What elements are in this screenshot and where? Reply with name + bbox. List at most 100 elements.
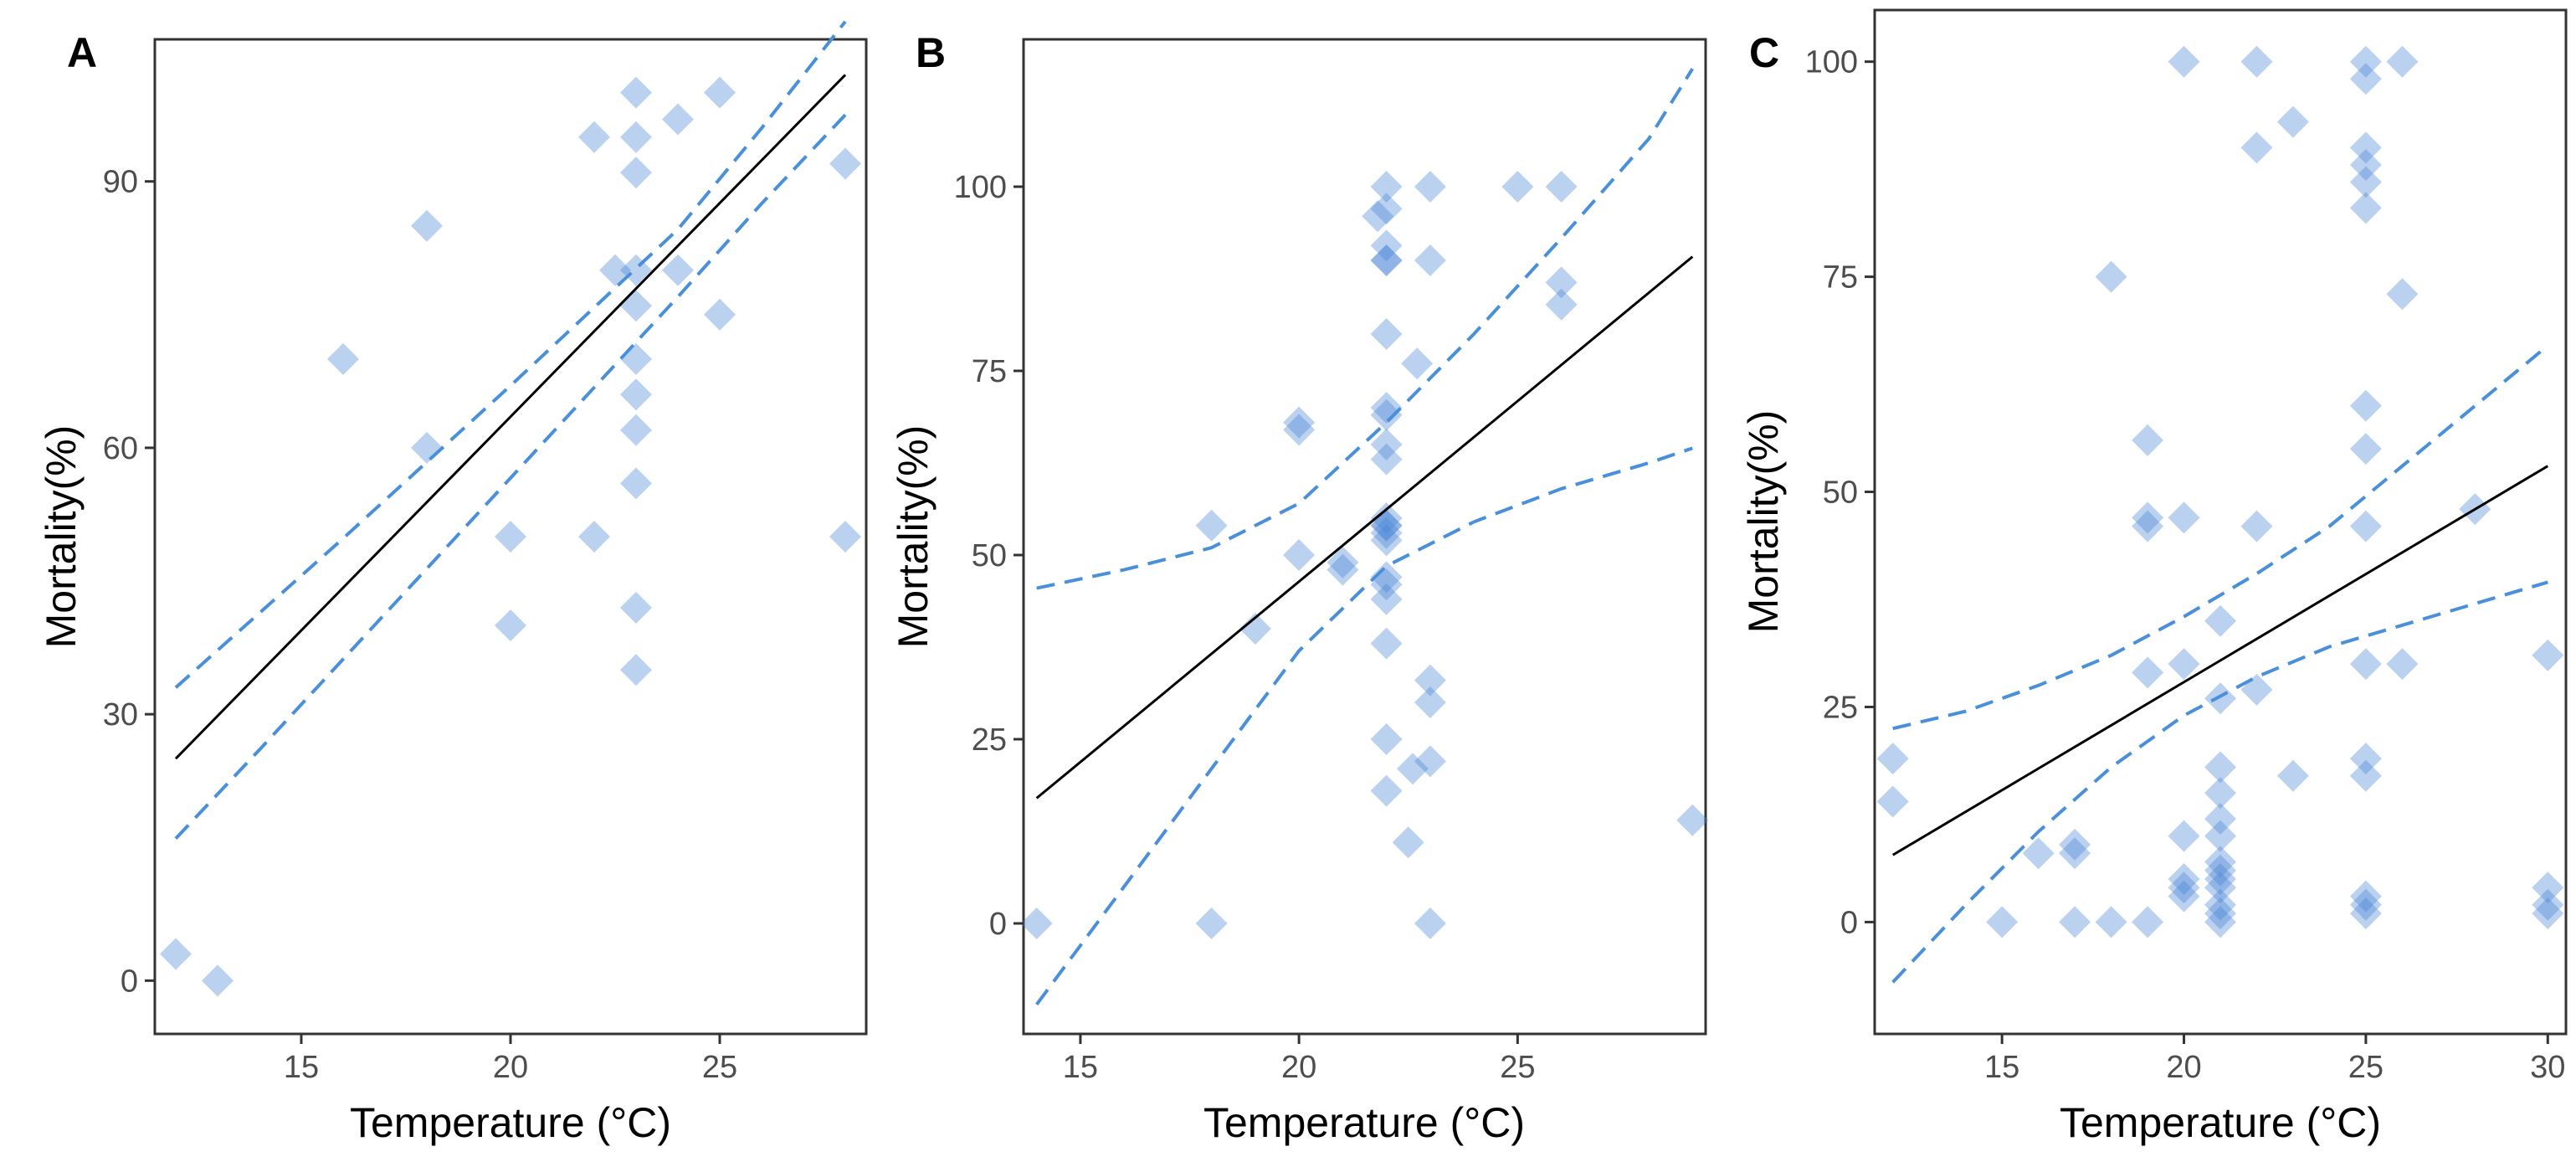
data-point (620, 378, 652, 411)
data-point (2059, 906, 2091, 938)
data-point (1986, 906, 2019, 938)
data-point (1876, 743, 1909, 775)
data-point (1370, 398, 1403, 431)
data-point (829, 147, 861, 180)
data-point (1370, 517, 1403, 549)
data-point (2204, 682, 2236, 715)
x-axis-title: Temperature (°C) (350, 1099, 671, 1146)
data-point (2095, 260, 2127, 293)
data-point (1283, 539, 1316, 571)
data-point (2240, 45, 2273, 78)
x-tick-label: 15 (1984, 1050, 2019, 1085)
data-point (829, 521, 861, 553)
data-point (2349, 759, 2382, 792)
data-point (2386, 45, 2419, 78)
data-point (2532, 897, 2564, 930)
data-point (2349, 510, 2382, 542)
data-point (620, 591, 652, 624)
data-point (2349, 743, 2382, 775)
y-axis-title: Mortality(%) (1740, 410, 1787, 634)
regression-line (1035, 255, 1694, 800)
data-point (2204, 604, 2236, 637)
data-point (1370, 583, 1403, 615)
data-point (704, 76, 736, 109)
x-axis-title: Temperature (°C) (2060, 1099, 2381, 1146)
data-point (2059, 828, 2091, 861)
data-point (2132, 501, 2164, 534)
data-point (2132, 424, 2164, 456)
data-point (2349, 648, 2382, 681)
panel-letter: A (67, 29, 97, 76)
x-tick-label: 15 (284, 1050, 319, 1085)
data-point (1370, 568, 1403, 601)
data-point (327, 342, 359, 375)
data-point (1876, 785, 1909, 818)
data-point (599, 254, 631, 286)
data-point (2276, 759, 2309, 792)
panel-letter: B (916, 29, 946, 76)
x-tick-label: 25 (2348, 1050, 2384, 1085)
data-point (2204, 872, 2236, 904)
data-point (1020, 907, 1053, 939)
panel-a: A 15 20 25 0 30 60 90 Temperature (°C) Mortali… (38, 20, 868, 1146)
data-point (2095, 906, 2127, 938)
data-point (1370, 509, 1403, 542)
y-tick-label: 0 (989, 907, 1007, 942)
data-point (2059, 837, 2091, 870)
ticks-layer: 15 20 25 30 0 25 50 75 100 (1805, 45, 2566, 1085)
x-tick-label: 15 (1063, 1050, 1098, 1085)
data-point (1414, 244, 1446, 276)
data-point (1370, 429, 1403, 460)
data-point (411, 209, 443, 242)
y-axis-title: Mortality(%) (38, 425, 85, 649)
y-tick-label: 0 (121, 964, 138, 999)
data-point (2204, 777, 2236, 810)
data-point (1392, 826, 1424, 859)
ticks-layer: 15 20 25 0 30 60 90 (103, 165, 737, 1085)
data-point (2168, 880, 2200, 913)
data-point (620, 467, 652, 500)
data-point (620, 414, 652, 446)
panel-c: C 15 20 25 30 0 25 50 75 100 Temperature (°C) Mo… (1740, 8, 2568, 1146)
data-point (1370, 627, 1403, 660)
data-point (1370, 443, 1403, 476)
data-point (2349, 888, 2382, 921)
data-point (2132, 510, 2164, 542)
data-point (2349, 880, 2382, 913)
data-point (2386, 648, 2419, 681)
y-tick-label: 90 (103, 165, 138, 200)
data-point (2168, 863, 2200, 895)
x-tick-label: 25 (702, 1050, 737, 1085)
ci-upper-line (174, 20, 847, 689)
y-axis-title: Mortality(%) (890, 425, 936, 649)
data-point (2349, 433, 2382, 465)
data-point (2349, 166, 2382, 198)
data-point (1370, 774, 1403, 807)
x-tick-label: 20 (493, 1050, 528, 1085)
x-tick-label: 20 (2166, 1050, 2201, 1085)
data-point (2349, 897, 2382, 930)
data-point (2168, 501, 2200, 534)
y-tick-label: 50 (1823, 476, 1858, 511)
data-point (620, 76, 652, 109)
regression-line (1891, 465, 2549, 856)
x-axis-title: Temperature (°C) (1203, 1099, 1525, 1146)
data-point (2276, 105, 2309, 138)
y-tick-label: 60 (103, 431, 138, 466)
data-point (160, 938, 192, 970)
data-point (495, 521, 526, 553)
marks-layer (1876, 45, 2564, 984)
data-point (2204, 897, 2236, 930)
data-point (1414, 171, 1446, 203)
marks-layer (1020, 68, 1709, 1005)
data-point (2349, 389, 2382, 422)
data-point (704, 298, 736, 331)
x-tick-label: 20 (1281, 1050, 1316, 1085)
panel-b: B 15 20 25 0 25 50 75 100 Temperature (°C) Mort… (890, 29, 1709, 1146)
data-point (2168, 45, 2200, 78)
regression-line (174, 74, 847, 760)
data-point (2204, 751, 2236, 784)
data-point (2204, 863, 2236, 895)
data-point (2168, 820, 2200, 852)
